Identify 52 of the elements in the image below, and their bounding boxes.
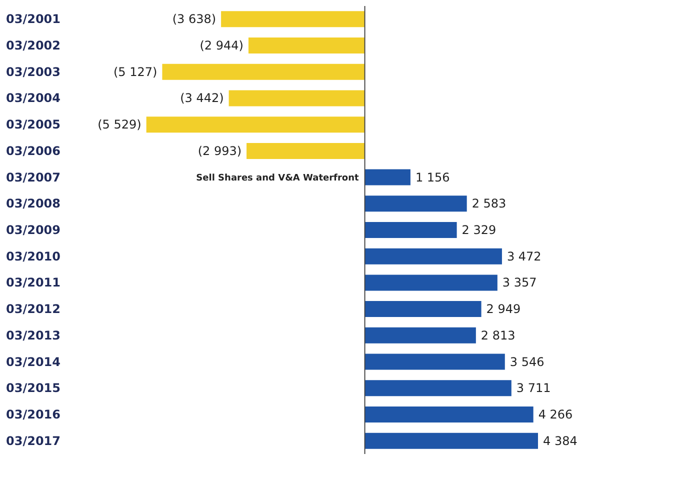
- data-label: (3 442): [180, 91, 224, 106]
- data-label: (5 127): [114, 64, 158, 79]
- y-tick-label: 03/2008: [6, 196, 60, 211]
- y-tick-label: 03/2009: [6, 223, 60, 237]
- y-tick-label: 03/2003: [6, 64, 60, 79]
- bar: [146, 116, 365, 133]
- bar: [364, 248, 502, 264]
- y-tick-label: 03/2017: [6, 434, 60, 448]
- data-label: 3 546: [510, 354, 544, 369]
- y-tick-label: 03/2006: [6, 144, 60, 158]
- y-tick-label: 03/2002: [6, 38, 60, 53]
- bar: [364, 222, 457, 238]
- y-tick-label: 03/2010: [6, 249, 60, 264]
- bar: [364, 380, 512, 396]
- data-label: 3 357: [502, 276, 537, 290]
- bar: [364, 196, 467, 212]
- data-label: (2 944): [200, 38, 244, 53]
- data-label: (5 529): [98, 118, 142, 132]
- y-tick-label: 03/2015: [6, 381, 60, 396]
- bar: [228, 90, 365, 106]
- y-tick-label: 03/2011: [6, 276, 60, 290]
- bar: [364, 274, 498, 291]
- y-tick-label: 03/2005: [6, 118, 60, 132]
- data-label: (3 638): [172, 12, 216, 26]
- bar: [364, 406, 534, 422]
- bar: [248, 38, 365, 54]
- bar: [364, 354, 505, 370]
- data-label: (2 993): [198, 144, 242, 158]
- annotation: Sell Shares and V&A Waterfront: [196, 173, 360, 184]
- data-label: 4 266: [538, 407, 573, 422]
- bar: [364, 327, 476, 344]
- y-tick-label: 03/2001: [6, 12, 60, 26]
- data-label: 2 583: [472, 196, 506, 211]
- data-label: 3 711: [516, 381, 551, 396]
- bar: [162, 64, 365, 80]
- y-tick-label: 03/2004: [6, 91, 60, 106]
- bar: [246, 142, 365, 159]
- bar: [221, 11, 365, 28]
- data-label: 4 384: [543, 434, 578, 448]
- data-label: 2 813: [480, 328, 516, 342]
- bar: [364, 169, 410, 186]
- y-tick-label: 03/2012: [6, 302, 60, 316]
- bar: [364, 432, 538, 449]
- y-tick-label: 03/2016: [6, 407, 60, 422]
- data-label: 3 472: [506, 249, 542, 264]
- data-label: 2 329: [462, 223, 496, 237]
- bar: [364, 301, 482, 318]
- data-label: 1 156: [415, 170, 450, 184]
- y-tick-label: 03/2007: [6, 170, 60, 184]
- y-tick-label: 03/2013: [6, 328, 60, 342]
- data-label: 2 949: [486, 302, 521, 316]
- y-tick-label: 03/2014: [6, 354, 60, 369]
